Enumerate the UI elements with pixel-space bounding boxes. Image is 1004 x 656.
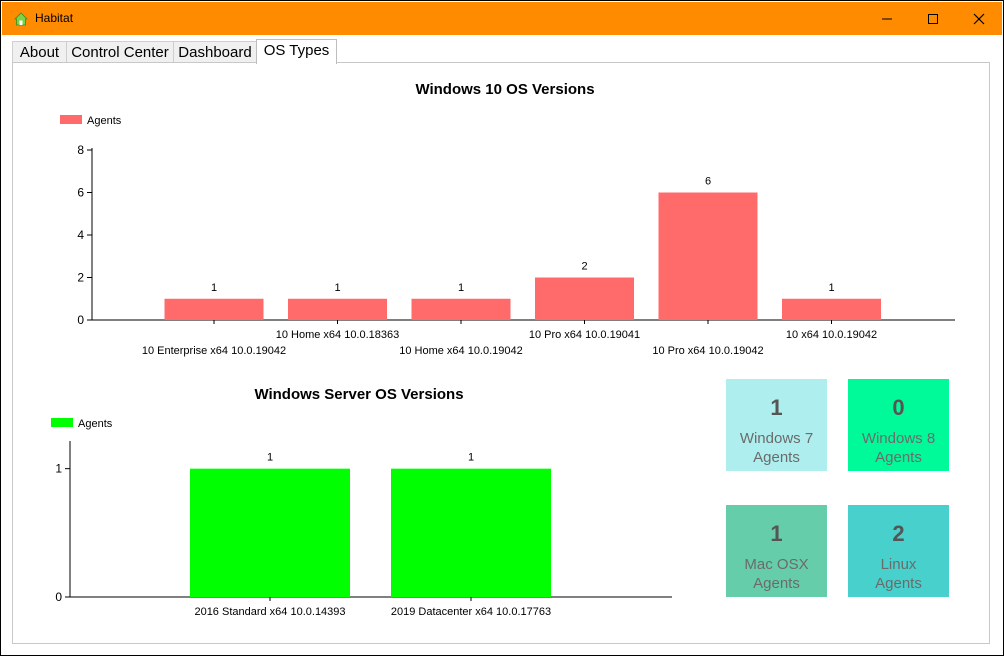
win10-data-label: 1 [334,282,340,294]
win10-category-label: 10 Home x64 10.0.18363 [276,329,400,341]
macosx-label: Mac OSX Agents [726,555,827,593]
win10-ytick-label: 0 [77,313,84,327]
close-icon [973,13,985,24]
home-icon [14,12,28,26]
win10-data-label: 6 [705,176,711,188]
win10-legend-swatch [60,115,82,124]
tab-control-center[interactable]: Control Center [66,41,174,63]
linux-card: 2 Linux Agents [848,505,949,597]
windows8-label-line1: Windows 8 [861,430,936,447]
windows8-card: 0 Windows 8 Agents [848,379,949,471]
linux-label-line1: Linux [880,556,917,573]
win10-category-label: 10 Pro x64 10.0.19041 [529,329,640,341]
tab-dashboard[interactable]: Dashboard [173,41,257,63]
win10-bar [535,277,634,320]
linux-label-line2: Agents [875,575,922,592]
macosx-card: 1 Mac OSX Agents [726,505,827,597]
win10-data-label: 1 [458,282,464,294]
win10-bar [782,298,881,320]
windows8-label-line2: Agents [875,449,922,466]
win10-data-label: 2 [581,261,587,273]
server-category-label: 2019 Datacenter x64 10.0.17763 [391,606,551,618]
win10-bar [411,298,511,320]
win10-category-label: 10 Home x64 10.0.19042 [399,345,523,357]
server-title: Windows Server OS Versions [254,386,463,403]
win10-data-label: 1 [211,282,217,294]
win10-data-label: 1 [828,282,834,294]
win10-bar [288,298,387,320]
macosx-count: 1 [770,521,783,546]
windows7-count: 1 [770,395,783,420]
win10-ytick-label: 8 [77,143,84,157]
server-legend-label: Agents [78,418,113,430]
windows7-label-line2: Agents [753,449,800,466]
server-bar [190,468,350,597]
server-data-label: 1 [468,452,474,464]
macosx-label-line2: Agents [753,575,800,592]
linux-count: 2 [892,521,905,546]
server-legend-swatch [51,418,73,427]
win10-category-label: 10 x64 10.0.19042 [786,329,877,341]
window-title: Habitat [35,11,74,25]
win10-title: Windows 10 OS Versions [415,81,594,98]
windows8-label: Windows 8 Agents [848,429,949,467]
win10-ytick-label: 2 [77,271,84,285]
win10-bar [658,192,758,320]
linux-label: Linux Agents [848,555,949,593]
windows7-label-line1: Windows 7 [739,430,814,447]
win10-bar [164,298,264,320]
close-button[interactable] [956,2,1002,35]
tab-about[interactable]: About [12,41,67,63]
server-data-label: 1 [267,452,273,464]
macosx-label-line1: Mac OSX [744,556,809,573]
win10-ytick-label: 4 [77,228,84,242]
minimize-button[interactable] [864,2,910,35]
server-bar [391,468,551,597]
tab-os-types[interactable]: OS Types [256,39,337,64]
win10-ytick-label: 6 [77,186,84,200]
windows10-chart: Windows 10 OS Versions Agents 0 2 4 6 8 1 10 Ent… [60,81,955,357]
win10-category-label: 10 Pro x64 10.0.19042 [652,345,763,357]
server-category-label: 2016 Standard x64 10.0.14393 [194,606,345,618]
windows7-card: 1 Windows 7 Agents [726,379,827,471]
os-types-page: Windows 10 OS Versions Agents 0 2 4 6 8 1 10 Ent… [12,62,990,644]
win10-category-label: 10 Enterprise x64 10.0.19042 [142,345,286,357]
server-ytick-label: 0 [55,590,62,604]
maximize-button[interactable] [910,2,956,35]
title-bar[interactable]: Habitat [2,2,1002,35]
minimize-icon [882,18,892,19]
server-ytick-label: 1 [55,462,62,476]
windows7-label: Windows 7 Agents [726,429,827,467]
windows-server-chart: Windows Server OS Versions Agents 0 1 1 2016 … [51,386,672,618]
windows8-count: 0 [892,395,905,420]
maximize-icon [928,13,938,24]
win10-legend-label: Agents [87,115,122,127]
